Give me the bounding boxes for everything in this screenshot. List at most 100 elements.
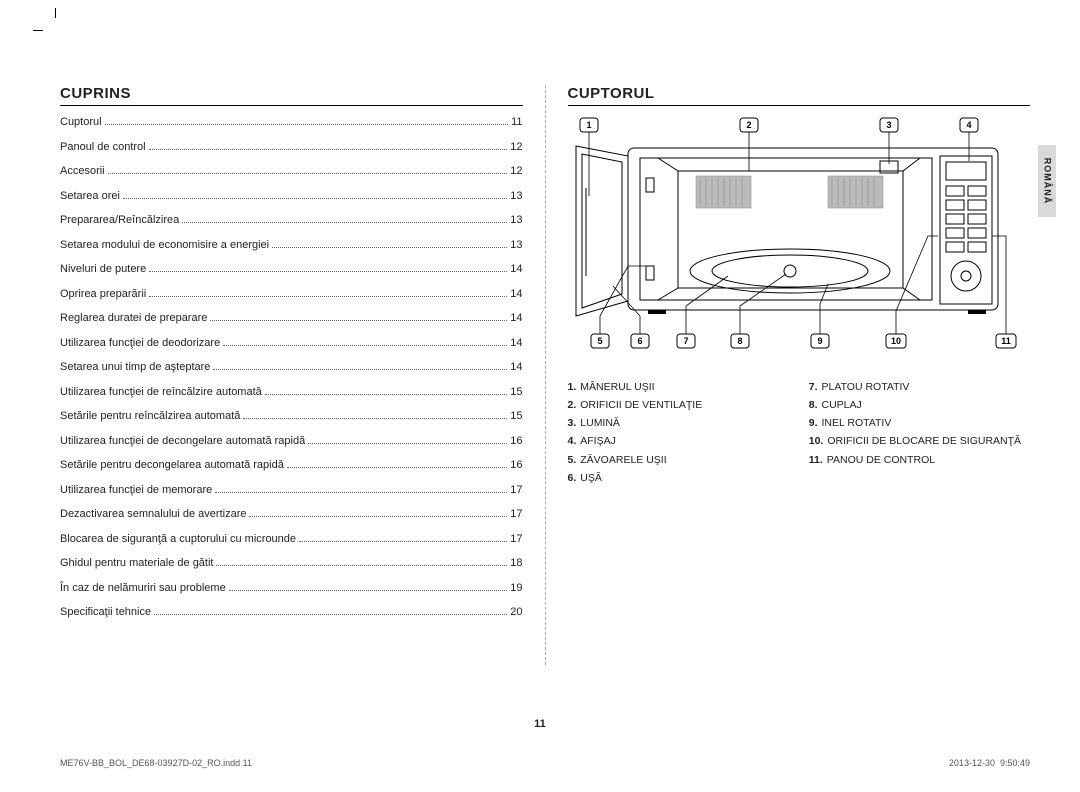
toc-leader	[243, 418, 507, 419]
part-number: 6.	[568, 472, 577, 484]
toc-list: Cuptorul11 Panoul de control12 Accesorii12…	[60, 116, 523, 618]
toc-page: 14	[510, 263, 522, 275]
part-label: LUMINĂ	[580, 417, 620, 429]
toc-entry: Utilizarea funcţiei de deodorizare14	[60, 337, 523, 349]
part-number: 10.	[809, 435, 824, 447]
part-number: 11.	[809, 454, 823, 466]
part-number: 4.	[568, 435, 577, 447]
toc-column: CUPRINS Cuptorul11 Panoul de control12 Acc…	[60, 85, 523, 685]
part-label: ORIFICII DE VENTILAŢIE	[580, 399, 702, 411]
part-item: 10.ORIFICII DE BLOCARE DE SIGURANŢĂ	[809, 435, 1030, 448]
toc-label: Blocarea de siguranţă a cuptorului cu mi…	[60, 533, 296, 545]
toc-entry: Cuptorul11	[60, 116, 523, 128]
toc-entry: Utilizarea funcţiei de reîncălzire autom…	[60, 386, 523, 398]
toc-page: 14	[510, 361, 522, 373]
svg-text:11: 11	[1001, 336, 1011, 346]
toc-page: 20	[510, 606, 522, 618]
callout-3: 3	[880, 118, 898, 164]
toc-leader	[265, 394, 507, 395]
toc-leader	[182, 222, 507, 223]
toc-leader	[287, 467, 507, 468]
toc-entry: Setarea modului de economisire a energie…	[60, 239, 523, 251]
toc-label: Specificaţii tehnice	[60, 606, 151, 618]
part-item: 5.ZĂVOARELE UŞII	[568, 454, 789, 467]
toc-leader	[249, 516, 507, 517]
part-label: UŞĂ	[580, 472, 602, 484]
toc-label: Setarea modului de economisire a energie…	[60, 239, 269, 251]
part-number: 3.	[568, 417, 577, 429]
part-item: 1.MÂNERUL UŞII	[568, 381, 789, 394]
svg-text:10: 10	[890, 336, 900, 346]
toc-page: 16	[510, 435, 522, 447]
footer-timestamp: 2013-12-30  9:50:49	[949, 758, 1030, 768]
toc-entry: Accesorii12	[60, 165, 523, 177]
part-label: CUPLAJ	[822, 399, 862, 411]
cuptorul-heading: CUPTORUL	[568, 85, 1031, 106]
toc-label: Dezactivarea semnalului de avertizare	[60, 508, 246, 520]
cuptorul-column: CUPTORUL 1 2 3	[568, 85, 1031, 685]
svg-text:2: 2	[746, 120, 751, 130]
callout-9: 9	[811, 284, 829, 348]
toc-page: 19	[510, 582, 522, 594]
toc-page: 17	[510, 533, 522, 545]
page-number: 11	[0, 718, 1080, 730]
toc-label: Niveluri de putere	[60, 263, 146, 275]
callout-4: 4	[960, 118, 978, 161]
part-label: ZĂVOARELE UŞII	[580, 454, 666, 466]
part-label: ORIFICII DE BLOCARE DE SIGURANŢĂ	[827, 435, 1021, 447]
part-label: PANOU DE CONTROL	[827, 454, 935, 466]
toc-heading: CUPRINS	[60, 85, 523, 106]
toc-entry: Ghidul pentru materiale de gătit18	[60, 557, 523, 569]
part-number: 5.	[568, 454, 577, 466]
toc-leader	[149, 296, 507, 297]
part-item: 11. PANOU DE CONTROL	[809, 454, 1030, 467]
toc-entry: Prepararea/Reîncălzirea13	[60, 214, 523, 226]
toc-page: 18	[510, 557, 522, 569]
toc-leader	[108, 173, 508, 174]
toc-leader	[210, 320, 507, 321]
toc-entry: Niveluri de putere 14	[60, 263, 523, 275]
toc-entry: Specificaţii tehnice 20	[60, 606, 523, 618]
svg-text:5: 5	[597, 336, 602, 346]
column-divider	[545, 85, 546, 665]
part-number: 2.	[568, 399, 577, 411]
toc-entry: Panoul de control12	[60, 141, 523, 153]
toc-page: 13	[510, 214, 522, 226]
footer: ME76V-BB_BOL_DE68-03927D-02_RO.indd 11 2…	[60, 758, 1030, 768]
toc-label: Accesorii	[60, 165, 105, 177]
parts-list: 1.MÂNERUL UŞII 2.ORIFICII DE VENTILAŢIE3.…	[568, 381, 1031, 490]
toc-leader	[215, 492, 507, 493]
toc-label: Reglarea duratei de preparare	[60, 312, 207, 324]
toc-page: 15	[510, 410, 522, 422]
toc-label: În caz de nelămuriri sau probleme	[60, 582, 226, 594]
svg-text:7: 7	[683, 336, 688, 346]
part-item: 9.INEL ROTATIV	[809, 417, 1030, 430]
svg-text:6: 6	[637, 336, 642, 346]
part-label: PLATOU ROTATIV	[822, 381, 910, 393]
toc-leader	[213, 369, 507, 370]
toc-label: Cuptorul	[60, 116, 102, 128]
toc-label: Utilizarea funcţiei de memorare	[60, 484, 212, 496]
toc-entry: Setarea orei13	[60, 190, 523, 202]
part-number: 1.	[568, 381, 577, 393]
toc-entry: Utilizarea funcţiei de decongelare autom…	[60, 435, 523, 447]
toc-entry: Oprirea preparării14	[60, 288, 523, 300]
part-item: 8. CUPLAJ	[809, 399, 1030, 412]
part-item: 6.UŞĂ	[568, 472, 789, 485]
part-label: AFIŞAJ	[580, 435, 616, 447]
toc-leader	[123, 198, 507, 199]
toc-label: Utilizarea funcţiei de reîncălzire autom…	[60, 386, 262, 398]
toc-label: Utilizarea funcţiei de decongelare autom…	[60, 435, 305, 447]
toc-label: Oprirea preparării	[60, 288, 146, 300]
toc-page: 13	[510, 190, 522, 202]
callout-2: 2	[740, 118, 783, 171]
toc-leader	[154, 614, 507, 615]
svg-text:1: 1	[586, 120, 591, 130]
part-number: 8.	[809, 399, 818, 411]
toc-entry: Setările pentru reîncălzirea automată15	[60, 410, 523, 422]
part-number: 9.	[809, 417, 818, 429]
toc-leader	[149, 271, 507, 272]
callout-10: 10	[886, 236, 938, 348]
toc-entry: Dezactivarea semnalului de avertizare17	[60, 508, 523, 520]
toc-entry: Reglarea duratei de preparare14	[60, 312, 523, 324]
